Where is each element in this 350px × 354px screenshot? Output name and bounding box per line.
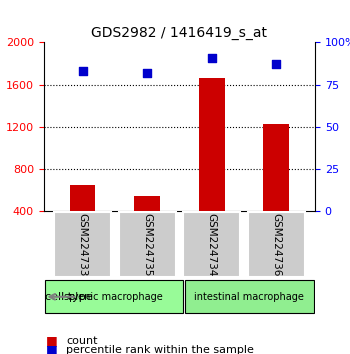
Text: ■: ■: [46, 334, 57, 347]
Bar: [199, 78, 225, 211]
Point: [144, 70, 150, 76]
Title: GDS2982 / 1416419_s_at: GDS2982 / 1416419_s_at: [91, 26, 267, 40]
FancyBboxPatch shape: [184, 280, 314, 313]
Bar: [263, 124, 289, 211]
Text: GSM224734: GSM224734: [206, 213, 217, 276]
Point: [80, 68, 85, 74]
FancyBboxPatch shape: [248, 212, 304, 277]
Point: [209, 55, 215, 61]
Text: intestinal macrophage: intestinal macrophage: [194, 292, 304, 302]
Text: count: count: [66, 336, 98, 346]
Text: GSM224735: GSM224735: [142, 213, 152, 276]
Text: splenic macrophage: splenic macrophage: [64, 292, 163, 302]
Bar: [134, 196, 160, 211]
FancyBboxPatch shape: [45, 280, 183, 313]
FancyBboxPatch shape: [119, 212, 175, 277]
FancyBboxPatch shape: [183, 212, 240, 277]
Text: percentile rank within the sample: percentile rank within the sample: [66, 345, 254, 354]
Bar: [70, 185, 96, 211]
Text: GSM224733: GSM224733: [77, 213, 88, 276]
Text: cell type: cell type: [45, 292, 93, 302]
Text: GSM224736: GSM224736: [271, 213, 281, 276]
Point: [273, 62, 279, 67]
Text: ■: ■: [46, 343, 57, 354]
FancyBboxPatch shape: [54, 212, 111, 277]
